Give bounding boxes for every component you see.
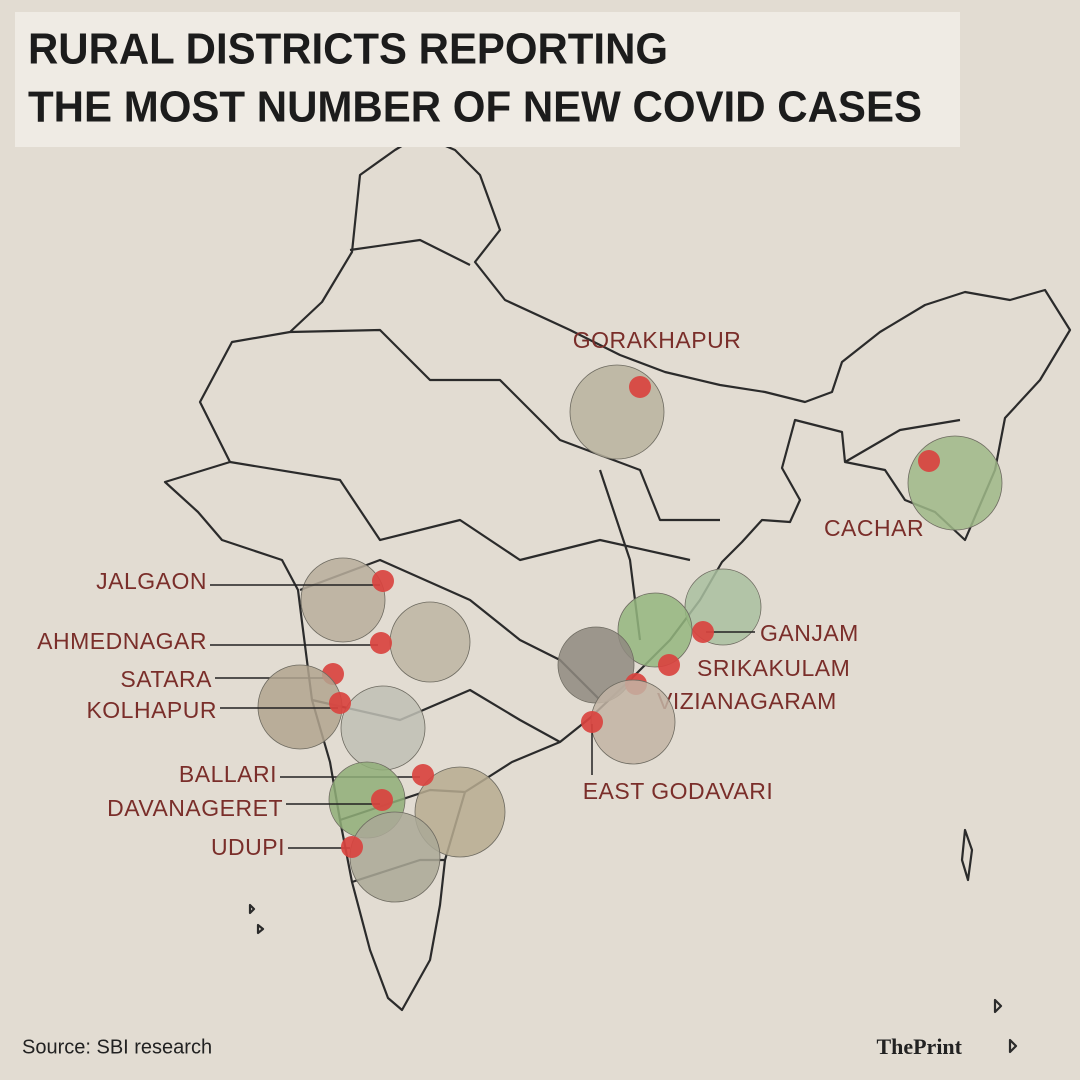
district-label: AHMEDNAGAR <box>37 628 207 654</box>
map-inset <box>590 679 676 765</box>
map-inset <box>389 601 471 683</box>
district-label: SATARA <box>120 666 212 692</box>
district-dot <box>692 621 714 643</box>
district-dot <box>371 789 393 811</box>
district-label: CACHAR <box>824 515 924 541</box>
islands <box>248 828 1018 1054</box>
title-box <box>15 12 960 147</box>
district-markers: GORAKHAPUR CACHAR JALGAON AHMEDNAGAR SATARA K… <box>37 327 1003 903</box>
district-label: JALGAON <box>96 568 207 594</box>
district-label: KOLHAPUR <box>86 697 217 723</box>
district-dot <box>918 450 940 472</box>
district-dot <box>581 711 603 733</box>
district-dot <box>629 376 651 398</box>
district-label: GANJAM <box>760 620 859 646</box>
map-inset <box>349 811 441 903</box>
map-inset <box>340 685 426 771</box>
source: Source: SBI research <box>22 1036 212 1058</box>
title-line: THE MOST NUMBER OF NEW COVID CASES <box>28 83 922 132</box>
district-dot <box>341 836 363 858</box>
district-label: UDUPI <box>211 834 285 860</box>
district-dot <box>372 570 394 592</box>
map-inset <box>257 664 343 750</box>
district-dot <box>412 764 434 786</box>
map-inset <box>414 766 506 858</box>
country-border <box>163 133 1072 1012</box>
logo: ThePrint <box>876 1034 962 1059</box>
district-label: EAST GODAVARI <box>583 778 774 804</box>
district-dot <box>370 632 392 654</box>
district-label: BALLARI <box>179 761 277 787</box>
district-dot <box>329 692 351 714</box>
district-label: VIZIANAGARAM <box>657 688 837 714</box>
district-label: GORAKHAPUR <box>573 327 742 353</box>
district-label: DAVANAGERET <box>107 795 283 821</box>
map-inset <box>617 592 693 668</box>
title-line: RURAL DISTRICTS REPORTING <box>28 25 668 74</box>
map-inset <box>569 364 665 460</box>
map-inset <box>300 557 386 643</box>
district-label: SRIKAKULAM <box>697 655 850 681</box>
district-dot <box>658 654 680 676</box>
